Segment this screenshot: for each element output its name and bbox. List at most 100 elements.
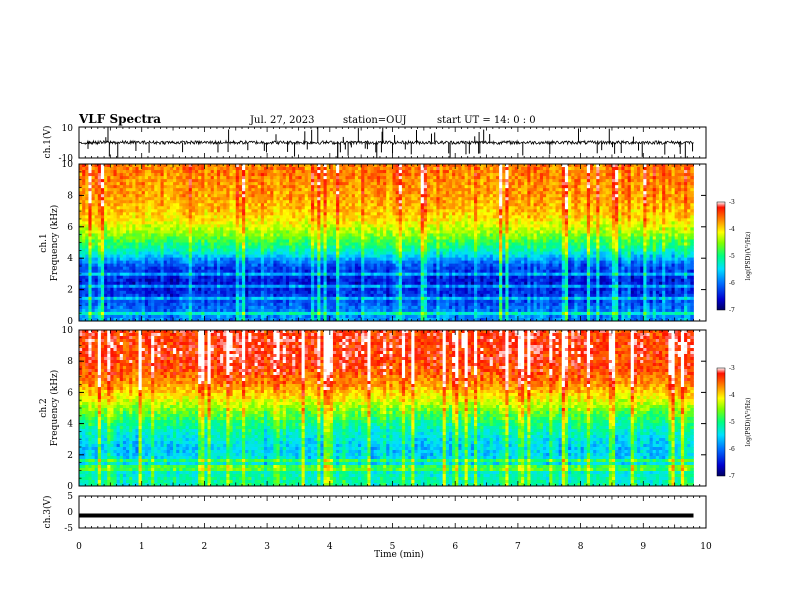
spectrogram-cell xyxy=(292,176,296,179)
spectrogram-cell xyxy=(355,170,359,173)
spectrogram-cell xyxy=(524,209,528,212)
spectrogram-cell xyxy=(656,224,660,227)
spectrogram-cell xyxy=(584,179,588,182)
spectrogram-cell xyxy=(82,218,86,221)
spectrogram-cell xyxy=(352,173,356,176)
spectrogram-cell xyxy=(371,179,375,182)
spectrogram-cell xyxy=(421,197,425,200)
spectrogram-cell xyxy=(229,176,233,179)
spectrogram-cell xyxy=(242,167,246,170)
spectrogram-cell xyxy=(672,182,676,185)
spectrogram-cell xyxy=(653,224,657,227)
spectrogram-cell xyxy=(330,215,334,218)
spectrogram-cell xyxy=(449,215,453,218)
spectrogram-cell xyxy=(345,221,349,224)
spectrogram-cell xyxy=(195,233,199,236)
spectrogram-cell xyxy=(650,215,654,218)
spectrogram-cell xyxy=(361,209,365,212)
spectrogram-cell xyxy=(345,206,349,209)
spectrogram-cell xyxy=(142,209,146,212)
spectrogram-cell xyxy=(471,173,475,176)
spectrogram-cell xyxy=(690,200,694,203)
spectrogram-cell xyxy=(515,197,519,200)
spectrogram-cell xyxy=(383,224,387,227)
spectrogram-cell xyxy=(411,230,415,233)
spectrogram-cell xyxy=(110,209,114,212)
spectrogram-cell xyxy=(251,230,255,233)
spectrogram-cell xyxy=(537,224,541,227)
spectrogram-cell xyxy=(161,170,165,173)
spectrogram-cell xyxy=(217,233,221,236)
spectrogram-cell xyxy=(681,191,685,194)
spectrogram-cell xyxy=(120,185,124,188)
spectrogram-cell xyxy=(549,233,553,236)
spectrogram-cell xyxy=(402,236,406,239)
spectrogram-cell xyxy=(186,236,190,239)
spectrogram-cell xyxy=(502,206,506,209)
spectrogram-cell xyxy=(386,203,390,206)
spectrogram-cell xyxy=(289,188,293,191)
spectrogram-cell xyxy=(443,164,447,167)
spectrogram-cell xyxy=(446,185,450,188)
spectrogram-cell xyxy=(383,182,387,185)
spectrogram-cell xyxy=(330,221,334,224)
spectrogram-cell xyxy=(345,182,349,185)
spectrogram-cell xyxy=(577,227,581,230)
spectrogram-cell xyxy=(440,194,444,197)
spectrogram-cell xyxy=(324,191,328,194)
spectrogram-cell xyxy=(643,227,647,230)
spectrogram-cell xyxy=(95,179,99,182)
spectrogram-cell xyxy=(675,203,679,206)
spectrogram-cell xyxy=(474,170,478,173)
spectrogram-cell xyxy=(690,191,694,194)
spectrogram-cell xyxy=(286,206,290,209)
spectrogram-cell xyxy=(298,173,302,176)
spectrogram-cell xyxy=(499,167,503,170)
spectrogram-cell xyxy=(527,221,531,224)
spectrogram-cell xyxy=(167,218,171,221)
spectrogram-cell xyxy=(518,176,522,179)
spectrogram-cell xyxy=(208,200,212,203)
spectrogram-cell xyxy=(283,194,287,197)
spectrogram-cell xyxy=(543,209,547,212)
spectrogram-cell xyxy=(251,227,255,230)
spectrogram-cell xyxy=(477,212,481,215)
spectrogram-cell xyxy=(151,182,155,185)
spectrogram-cell xyxy=(157,194,161,197)
spectrogram-cell xyxy=(280,179,284,182)
spectrogram-cell xyxy=(468,203,472,206)
spectrogram-cell xyxy=(455,209,459,212)
spectrogram-cell xyxy=(581,206,585,209)
spectrogram-cell xyxy=(681,164,685,167)
spectrogram-cell xyxy=(170,203,174,206)
spectrogram-cell xyxy=(308,230,312,233)
spectrogram-cell xyxy=(82,233,86,236)
spectrogram-cell xyxy=(330,167,334,170)
spectrogram-cell xyxy=(355,188,359,191)
spectrogram-cell xyxy=(305,224,309,227)
spectrogram-cell xyxy=(628,218,632,221)
spectrogram-cell xyxy=(170,227,174,230)
spectrogram-cell xyxy=(226,173,230,176)
spectrogram-cell xyxy=(214,218,218,221)
spectrogram-cell xyxy=(637,164,641,167)
spectrogram-cell xyxy=(270,215,274,218)
spectrogram-cell xyxy=(477,215,481,218)
spectrogram-cell xyxy=(126,194,130,197)
spectrogram-cell xyxy=(502,197,506,200)
spectrogram-cell xyxy=(628,215,632,218)
spectrogram-cell xyxy=(311,176,315,179)
spectrogram-cell xyxy=(546,215,550,218)
spectrogram-cell xyxy=(233,182,237,185)
spectrogram-cell xyxy=(559,194,563,197)
spectrogram-cell xyxy=(537,197,541,200)
spectrogram-cell xyxy=(214,182,218,185)
spectrogram-cell xyxy=(599,227,603,230)
spectrogram-cell xyxy=(653,197,657,200)
spectrogram-cell xyxy=(292,212,296,215)
spectrogram-cell xyxy=(474,164,478,167)
spectrogram-cell xyxy=(490,224,494,227)
spectrogram-cell xyxy=(512,206,516,209)
spectrogram-cell xyxy=(270,188,274,191)
spectrogram-cell xyxy=(154,233,158,236)
